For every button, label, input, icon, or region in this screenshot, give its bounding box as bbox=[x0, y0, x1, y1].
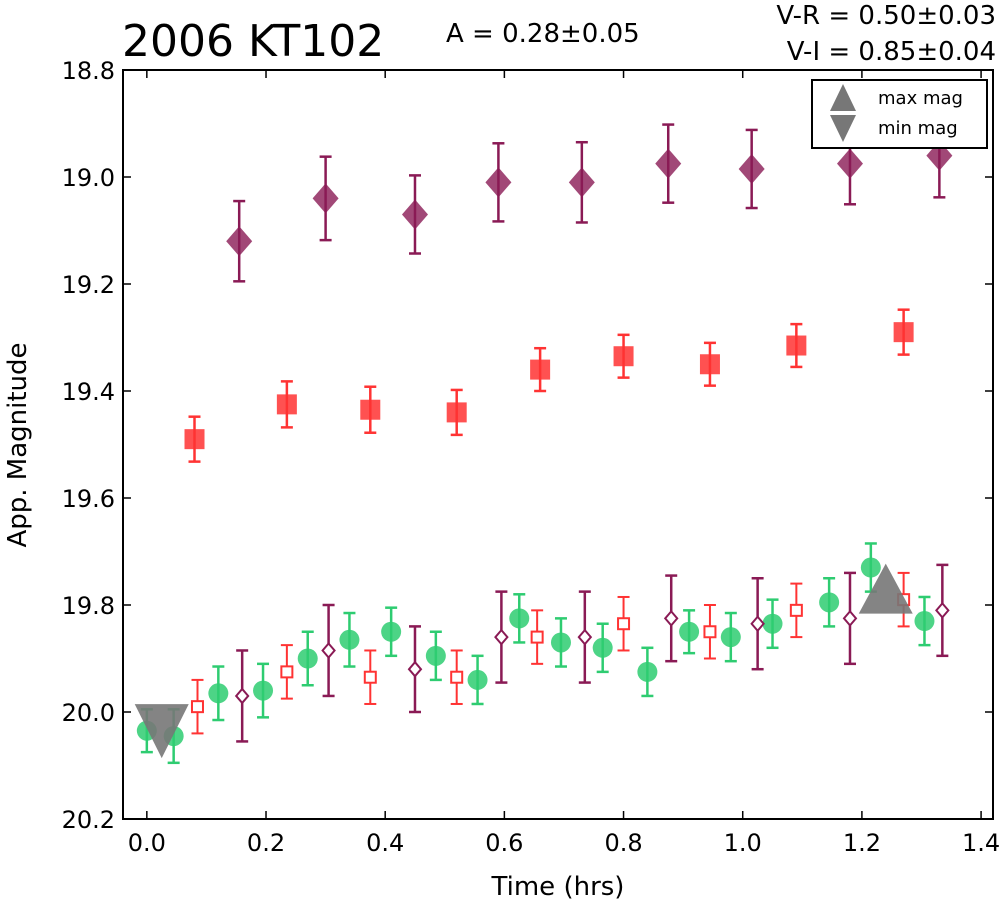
data-point-diamond bbox=[836, 148, 863, 179]
data-point-circle bbox=[467, 669, 488, 690]
data-point-square-open bbox=[789, 603, 803, 617]
data-point-diamond bbox=[312, 183, 339, 214]
y-tick-label: 19.8 bbox=[62, 592, 115, 620]
data-point-square bbox=[699, 354, 720, 375]
data-point-circle bbox=[297, 648, 318, 669]
data-point-square-open bbox=[190, 700, 204, 714]
y-tick-label: 19.6 bbox=[62, 485, 115, 513]
x-tick-label: 0.8 bbox=[604, 829, 642, 857]
x-tick-label: 0.0 bbox=[128, 829, 166, 857]
color-label-vr: V-R = 0.50±0.03 bbox=[776, 1, 996, 31]
plot-marks bbox=[134, 112, 953, 765]
data-point-diamond bbox=[738, 153, 765, 184]
data-point-diamond-open bbox=[842, 609, 858, 627]
data-point-diamond-open bbox=[577, 628, 593, 646]
chart-title: 2006 KT102 bbox=[122, 16, 384, 67]
y-tick-label: 18.8 bbox=[62, 57, 115, 85]
data-point-diamond-open bbox=[234, 687, 250, 705]
data-point-square-open bbox=[450, 670, 464, 684]
data-point-diamond bbox=[401, 199, 428, 230]
y-tick-label: 19.4 bbox=[62, 378, 115, 406]
axis-ticks: 0.0 0.2 0.4 0.6 0.8 1.0 1.2 1.4 18.8 19.0 19.2 19.4… bbox=[62, 57, 1000, 857]
data-point-circle bbox=[819, 592, 840, 613]
legend-max-label: max mag bbox=[878, 88, 963, 109]
data-point-diamond bbox=[485, 167, 512, 198]
x-tick-label: 0.6 bbox=[485, 829, 523, 857]
data-point-circle bbox=[339, 629, 360, 650]
x-tick-label: 1.2 bbox=[843, 829, 881, 857]
plot-frame bbox=[122, 69, 994, 820]
y-axis-label: App. Magnitude bbox=[3, 342, 33, 547]
data-point-diamond bbox=[226, 226, 253, 257]
data-point-circle bbox=[637, 661, 658, 682]
data-point-diamond bbox=[655, 148, 682, 179]
legend-max-triangle-icon bbox=[830, 84, 856, 111]
min-mag-triangle-icon bbox=[134, 704, 189, 759]
y-tick-label: 20.2 bbox=[62, 806, 115, 834]
data-point-circle bbox=[550, 632, 571, 653]
data-point-square-open bbox=[530, 630, 544, 644]
max-mag-triangle-icon bbox=[858, 563, 913, 614]
data-point-diamond-open bbox=[663, 609, 679, 627]
data-point-diamond-open bbox=[935, 601, 950, 619]
data-point-square-open bbox=[703, 625, 717, 639]
data-point-square bbox=[893, 322, 914, 343]
data-point-circle bbox=[762, 613, 783, 634]
data-point-diamond-open bbox=[494, 628, 509, 646]
data-point-diamond-open bbox=[407, 660, 423, 678]
data-point-square bbox=[184, 429, 205, 450]
data-point-square bbox=[360, 399, 381, 420]
data-point-diamond-open bbox=[321, 641, 336, 660]
x-axis-label: Time (hrs) bbox=[491, 872, 625, 901]
data-point-circle bbox=[914, 611, 935, 632]
legend: max mag min mag bbox=[811, 79, 988, 149]
data-point-square-open bbox=[617, 617, 631, 631]
data-point-square-open bbox=[363, 670, 377, 684]
data-point-circle bbox=[679, 621, 700, 642]
data-point-square bbox=[786, 335, 807, 356]
data-point-circle bbox=[720, 627, 741, 648]
y-tick-label: 19.2 bbox=[62, 271, 115, 299]
data-point-circle bbox=[208, 683, 229, 704]
data-point-circle bbox=[425, 645, 446, 666]
x-tick-label: 1.0 bbox=[724, 829, 762, 857]
data-point-diamond bbox=[568, 167, 595, 198]
data-point-square bbox=[276, 394, 297, 415]
data-point-square bbox=[530, 359, 551, 380]
x-tick-label: 1.4 bbox=[962, 829, 1000, 857]
data-point-square bbox=[446, 402, 467, 423]
legend-min-triangle-icon bbox=[830, 115, 856, 142]
color-label-vi: V-I = 0.85±0.04 bbox=[787, 37, 996, 67]
x-tick-label: 0.4 bbox=[366, 829, 404, 857]
data-point-diamond-open bbox=[750, 615, 765, 633]
data-point-circle bbox=[509, 608, 530, 629]
data-point-square-open bbox=[280, 665, 294, 679]
y-tick-label: 19.0 bbox=[62, 164, 115, 192]
data-point-circle bbox=[592, 637, 613, 658]
y-tick-label: 20.0 bbox=[62, 699, 115, 727]
legend-min-label: min mag bbox=[878, 118, 958, 139]
data-point-circle bbox=[860, 557, 881, 578]
data-point-square bbox=[613, 346, 634, 367]
amplitude-label: A = 0.28±0.05 bbox=[446, 19, 640, 49]
x-tick-label: 0.2 bbox=[247, 829, 285, 857]
data-point-circle bbox=[381, 621, 402, 642]
data-point-circle bbox=[253, 680, 274, 701]
